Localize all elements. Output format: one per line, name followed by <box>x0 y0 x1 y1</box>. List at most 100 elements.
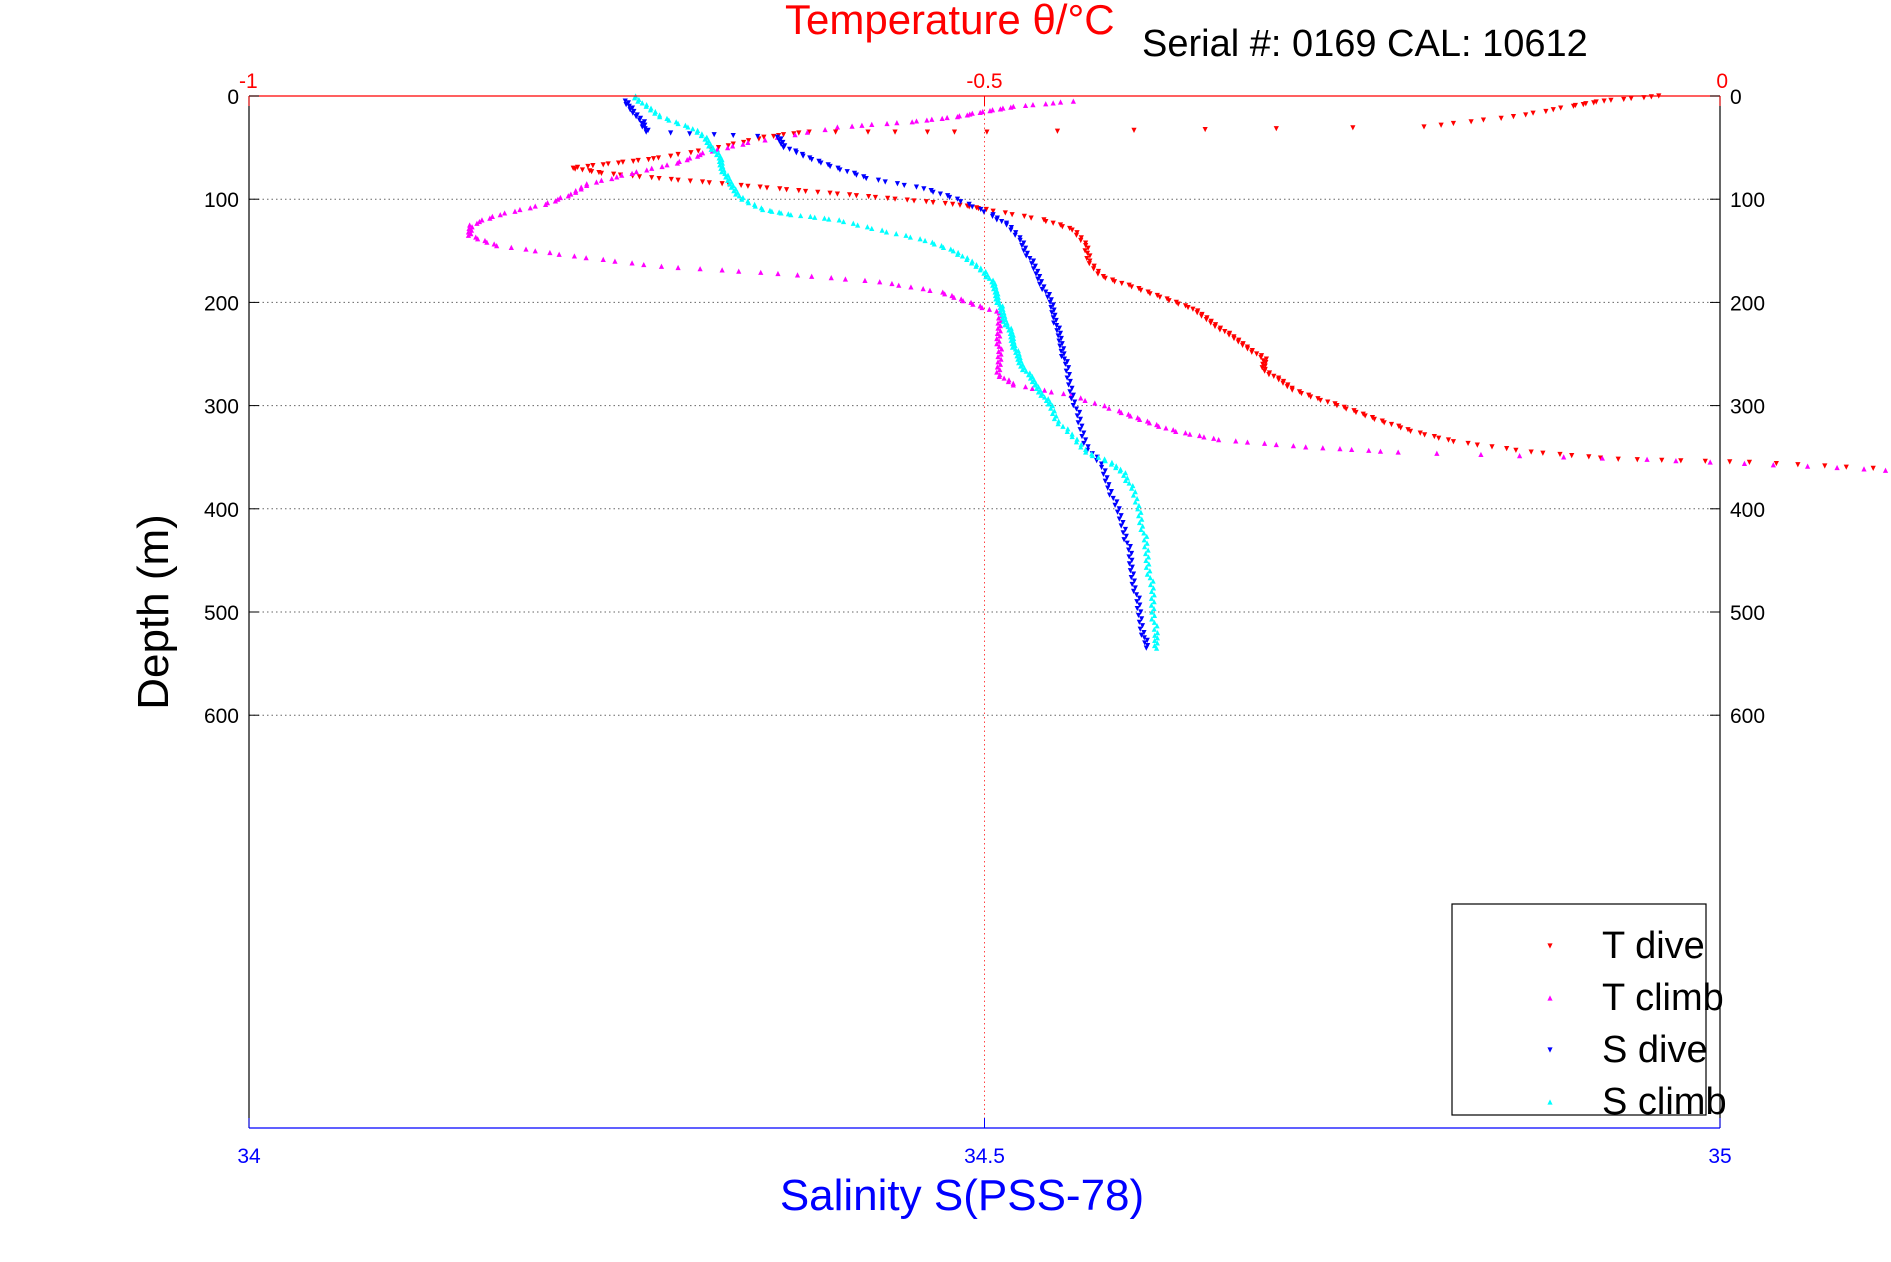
data-point <box>1010 332 1016 338</box>
data-point <box>668 153 674 159</box>
data-point <box>1050 315 1056 321</box>
data-point <box>994 308 1000 314</box>
data-point <box>698 132 704 139</box>
data-point <box>1343 406 1349 412</box>
data-point <box>1222 329 1228 335</box>
data-point <box>804 129 810 135</box>
data-point <box>981 209 987 215</box>
data-point <box>532 248 538 254</box>
data-point <box>657 114 663 120</box>
data-point <box>1773 460 1779 467</box>
data-point <box>479 217 485 223</box>
data-point <box>931 241 937 247</box>
data-point <box>1870 465 1876 471</box>
data-point <box>555 196 561 202</box>
data-point <box>828 275 834 281</box>
data-point <box>583 255 589 261</box>
data-point <box>716 155 722 161</box>
data-point <box>557 194 564 201</box>
data-point <box>794 272 801 278</box>
data-point <box>1450 120 1457 127</box>
data-point <box>1085 245 1091 251</box>
data-point <box>1116 506 1122 512</box>
y-tick-label: 400 <box>204 499 239 522</box>
data-point <box>1284 384 1290 390</box>
data-point <box>1050 100 1056 106</box>
data-point <box>1066 372 1073 378</box>
data-point <box>611 171 617 177</box>
data-point <box>1561 454 1567 460</box>
data-point <box>1129 485 1135 491</box>
data-point <box>1129 284 1135 290</box>
data-point <box>894 181 901 187</box>
data-point <box>892 129 898 135</box>
legend-marker <box>1547 995 1553 1001</box>
data-point <box>572 166 578 172</box>
data-point <box>1126 282 1132 288</box>
data-point <box>809 273 815 279</box>
data-point <box>630 110 636 116</box>
data-point <box>1132 499 1138 505</box>
top-tick-label: 0 <box>1716 70 1728 93</box>
data-point <box>995 359 1001 365</box>
data-point <box>1644 456 1650 462</box>
data-point <box>1073 439 1080 445</box>
data-point <box>979 304 985 311</box>
data-point <box>995 291 1001 297</box>
data-point <box>1144 533 1150 539</box>
data-point <box>725 145 731 151</box>
y-tick-label-right: 100 <box>1730 189 1765 212</box>
data-point <box>1154 635 1161 641</box>
data-point <box>1147 568 1153 574</box>
data-point <box>1405 427 1411 433</box>
data-point <box>913 118 920 124</box>
data-point <box>978 206 984 213</box>
data-point <box>1504 446 1510 452</box>
data-point <box>1615 456 1621 462</box>
data-point <box>1049 410 1056 416</box>
data-point <box>675 264 681 271</box>
data-point <box>1673 458 1679 464</box>
data-point <box>1436 435 1442 441</box>
data-point <box>668 130 674 136</box>
data-point <box>556 251 562 257</box>
data-point <box>1065 426 1071 432</box>
data-point <box>1134 599 1140 605</box>
data-point <box>1018 363 1024 369</box>
data-point <box>1141 635 1147 641</box>
data-point <box>702 136 708 142</box>
data-point <box>745 138 752 144</box>
data-point <box>523 246 529 252</box>
data-point <box>731 188 737 194</box>
data-point <box>927 287 933 293</box>
legend-label: S dive <box>1602 1029 1708 1071</box>
data-point <box>687 178 693 184</box>
data-point <box>1101 403 1108 409</box>
data-point <box>1263 356 1269 362</box>
data-point <box>1151 592 1157 598</box>
data-point <box>1395 449 1401 455</box>
data-point <box>1067 225 1073 232</box>
data-point <box>1102 468 1108 474</box>
data-point <box>1136 513 1142 519</box>
data-point <box>1266 372 1272 378</box>
data-point <box>1008 227 1014 233</box>
data-point <box>903 232 909 238</box>
data-point <box>1021 248 1027 254</box>
data-point <box>1126 561 1133 567</box>
data-point <box>827 163 833 170</box>
data-point <box>635 98 641 104</box>
chart-title: Temperature θ/°C <box>785 0 1115 43</box>
data-point <box>647 107 654 113</box>
data-point <box>999 311 1005 318</box>
data-point <box>1834 464 1840 471</box>
data-point <box>652 110 658 116</box>
y-tick-label: 300 <box>204 396 239 419</box>
legend-item: S climb <box>1547 1081 1727 1123</box>
data-point <box>1151 599 1157 605</box>
data-point <box>630 158 636 164</box>
data-point <box>1112 502 1118 508</box>
data-point <box>1047 299 1053 305</box>
data-point <box>1014 353 1020 359</box>
data-point <box>578 186 584 192</box>
